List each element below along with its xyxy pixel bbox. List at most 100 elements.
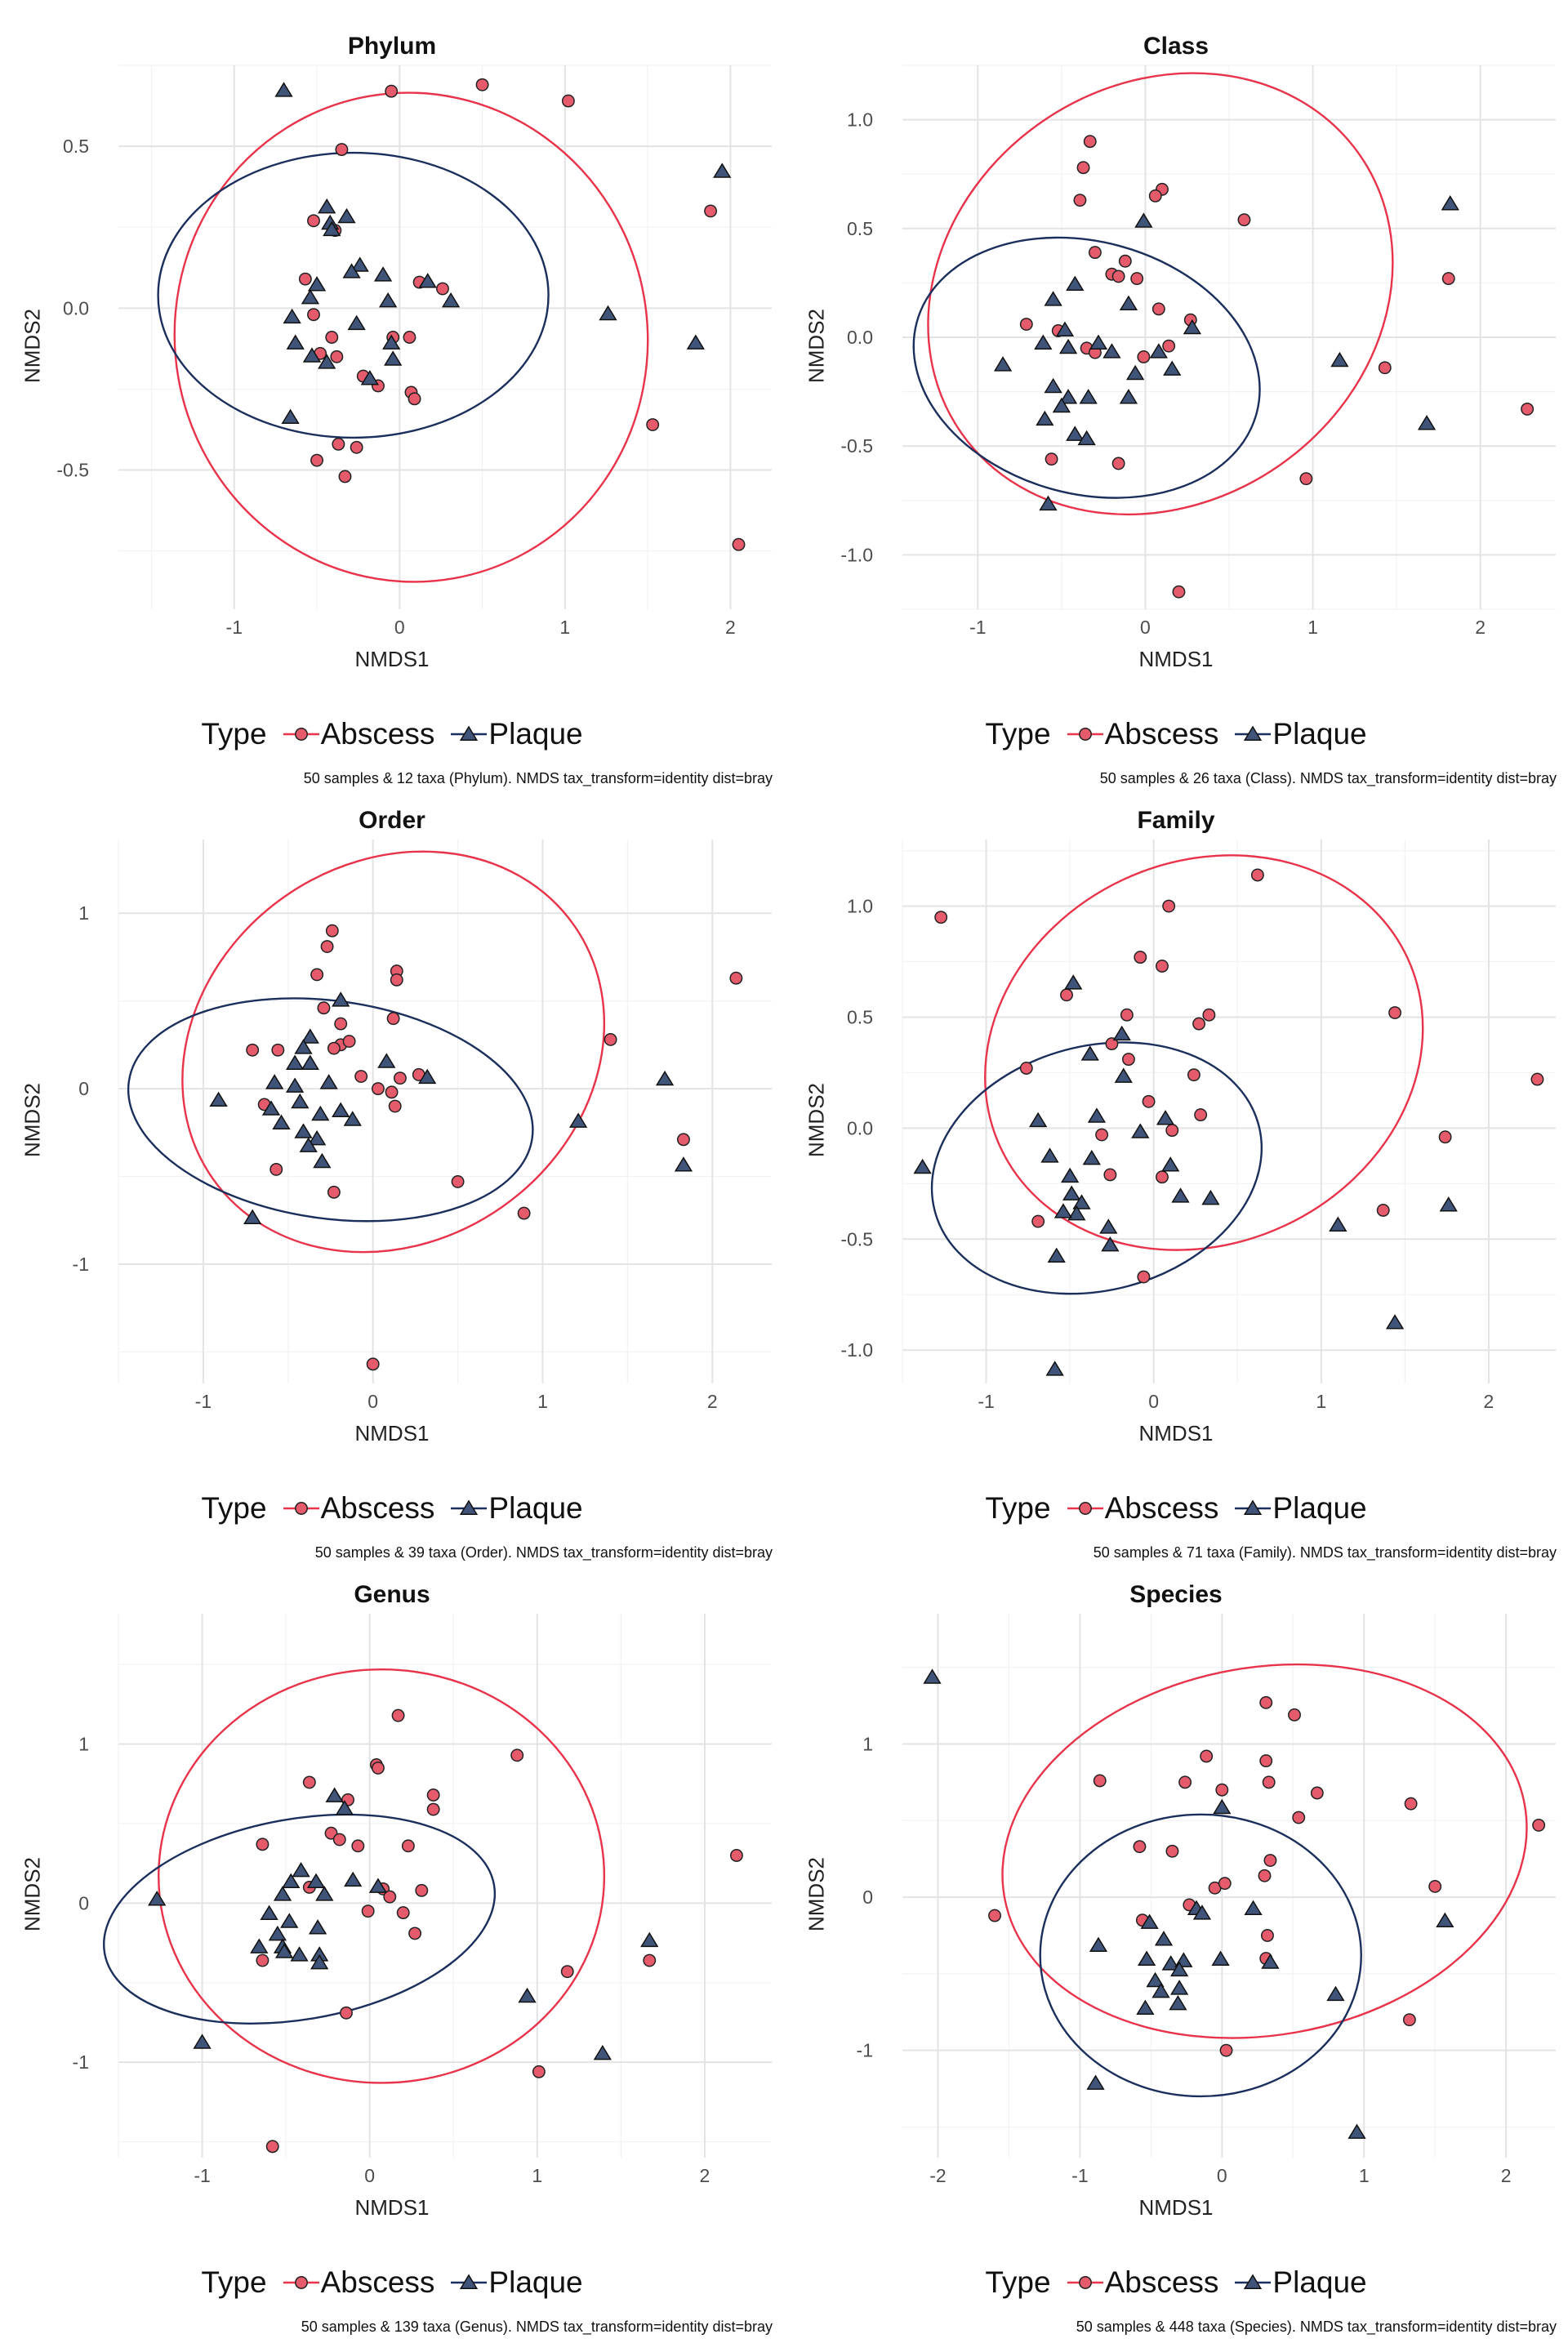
ellipse-plaque (912, 236, 1261, 499)
point-abscess (1073, 194, 1087, 207)
point-abscess (246, 1043, 260, 1057)
panel-class: -1 0 1 2 -1.0 -0.5 0.0 0.5 1.0 Class NMDS1 NMDS2 Typ… (784, 15, 1568, 799)
point-abscess (310, 968, 324, 982)
point-plaque (655, 1070, 675, 1086)
x-axis-title: NMDS1 (354, 2195, 430, 2220)
caption: 50 samples & 71 taxa (Family). NMDS tax_… (1093, 1544, 1557, 1561)
point-plaque (319, 1074, 338, 1089)
y-tick-label: -0.5 (840, 1228, 873, 1250)
point-plaque (1192, 1904, 1212, 1920)
panel-phylum: -1 0 1 2 -0.5 0.0 0.5 Phylum NMDS1 NMDS2 Type Absce… (0, 15, 784, 799)
point-abscess (1292, 1811, 1306, 1824)
point-plaque (1244, 1900, 1263, 1916)
point-plaque (913, 1158, 932, 1174)
legend-key-plaque (1235, 2274, 1272, 2290)
legend-key-plaque (451, 1499, 488, 1516)
point-plaque (313, 1152, 332, 1169)
y-tick-label: -1.0 (840, 1339, 873, 1361)
point-abscess (366, 1357, 380, 1371)
legend-label-plaque: Plaque (1272, 717, 1367, 751)
series-abscess (256, 1708, 743, 2154)
point-abscess (1103, 1168, 1117, 1182)
legend-label-plaque: Plaque (488, 1491, 583, 1526)
point-plaque (347, 314, 366, 331)
x-tick-label: 2 (1475, 617, 1486, 638)
point-plaque (343, 1111, 362, 1126)
point-plaque (292, 1862, 310, 1878)
point-abscess (1215, 1783, 1229, 1797)
point-abscess (1259, 1754, 1273, 1768)
point-plaque (1156, 1110, 1175, 1125)
point-abscess (1261, 1929, 1274, 1942)
point-abscess (1376, 1204, 1390, 1217)
caption: 50 samples & 26 taxa (Class). NMDS tax_t… (1099, 770, 1557, 786)
legend-title: Type (201, 1491, 267, 1526)
point-plaque (1169, 1980, 1189, 1995)
point-plaque (599, 305, 617, 321)
plot-svg-class: -1 0 1 2 -1.0 -0.5 0.0 0.5 1.0 (840, 65, 1556, 638)
point-abscess (643, 1953, 657, 1967)
point-plaque (1146, 1971, 1165, 1988)
point-plaque (1183, 318, 1202, 335)
y-tick-label: -0.5 (56, 460, 89, 481)
point-abscess (265, 2140, 279, 2154)
point-plaque (310, 1953, 329, 1970)
point-abscess (1120, 1008, 1134, 1022)
point-plaque (1086, 2074, 1105, 2090)
point-plaque (360, 370, 379, 385)
x-tick-label: 1 (532, 2165, 542, 2186)
point-plaque (1114, 1067, 1133, 1083)
point-plaque (290, 1946, 309, 1962)
point-plaque (378, 292, 398, 308)
point-abscess (1262, 1775, 1276, 1789)
panel-title: Species (1129, 1581, 1223, 1608)
x-axis-title: NMDS1 (1138, 647, 1214, 671)
point-plaque (1029, 1111, 1048, 1128)
point-abscess (307, 214, 320, 228)
point-plaque (518, 1987, 537, 2003)
point-abscess (1045, 452, 1058, 466)
legend: Type Abscess Plaque (0, 715, 784, 751)
caption: 50 samples & 12 taxa (Phylum). NMDS tax_… (303, 770, 773, 786)
panel-title: Family (1137, 807, 1215, 834)
point-abscess (1259, 1695, 1273, 1709)
series-plaque (148, 1787, 659, 2060)
point-plaque (272, 1114, 291, 1129)
point-abscess (1172, 585, 1186, 599)
legend-label-abscess: Abscess (320, 717, 435, 751)
legend-key-abscess (1067, 728, 1103, 742)
point-abscess (371, 1761, 385, 1775)
y-axis-title: NMDS2 (804, 1083, 829, 1158)
series-plaque (209, 991, 693, 1225)
point-plaque (1161, 1955, 1180, 1971)
point-abscess (271, 1043, 285, 1057)
point-plaque (1136, 1999, 1155, 2015)
point-plaque (307, 1129, 327, 1146)
point-plaque (1045, 1361, 1064, 1376)
point-abscess (517, 1206, 531, 1220)
legend-key-abscess (1067, 2276, 1103, 2290)
point-plaque (1089, 1936, 1108, 1953)
point-plaque (1079, 389, 1098, 404)
point-plaque (1058, 389, 1078, 404)
x-tick-label: 2 (700, 2165, 710, 2186)
point-plaque (1089, 334, 1108, 350)
point-abscess (335, 143, 349, 157)
point-plaque (301, 1054, 319, 1070)
x-axis-title: NMDS1 (354, 1421, 430, 1446)
y-axis-title: NMDS2 (20, 309, 45, 384)
point-plaque (1034, 334, 1053, 350)
point-plaque (418, 273, 437, 288)
point-abscess (1118, 254, 1132, 268)
point-plaque (294, 1039, 313, 1054)
point-abscess (1111, 270, 1125, 283)
point-abscess (1162, 899, 1176, 913)
point-abscess (426, 1788, 440, 1802)
point-abscess (401, 1839, 415, 1853)
y-tick-label: 0.0 (63, 297, 89, 318)
point-plaque (384, 350, 403, 366)
point-plaque (593, 2044, 612, 2060)
point-abscess (532, 2065, 546, 2078)
ellipse-plaque (930, 1041, 1263, 1295)
